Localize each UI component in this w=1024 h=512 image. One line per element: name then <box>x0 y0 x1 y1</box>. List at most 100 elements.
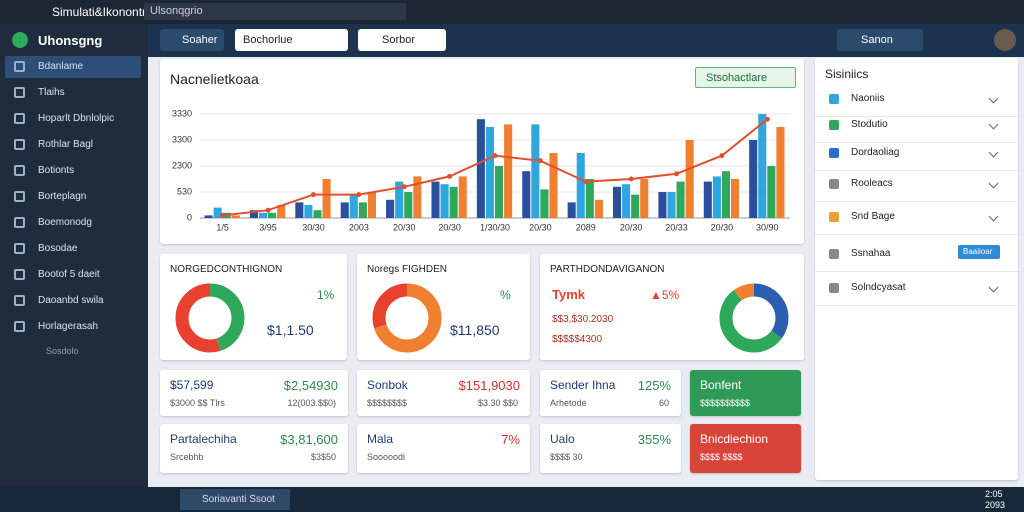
nav-item[interactable]: Bootof 5 daeit <box>38 269 100 280</box>
nav-item[interactable]: Tlaihs <box>38 87 65 98</box>
line-point <box>628 176 634 182</box>
panel-divider <box>815 142 1018 143</box>
card-title: PARTHDONDAVIGANON <box>550 264 665 275</box>
chart: 0 530 2300 3300 3330 1/5 3/95 30/30 2003 20/30 20/… <box>172 108 790 232</box>
nav-item[interactable]: Boemonodg <box>38 217 92 228</box>
bar <box>313 210 322 218</box>
panel-item[interactable]: Solndcyasat <box>851 282 906 293</box>
bar <box>758 114 767 218</box>
bar <box>204 215 213 218</box>
y-tick-label: 0 <box>187 212 192 222</box>
stat-sub-value: $3$50 <box>310 452 336 462</box>
panel-title: Sisiniics <box>825 67 869 81</box>
x-tick-label: 2003 <box>349 222 369 232</box>
bar <box>404 192 413 218</box>
nav-icon <box>14 165 25 176</box>
stat-title: Bnicdiechion <box>700 432 769 446</box>
nav-item[interactable]: Horlagerasah <box>38 321 99 332</box>
nav-icon <box>14 113 25 124</box>
panel-icon <box>829 120 839 130</box>
line-point <box>719 153 725 159</box>
panel-divider <box>815 170 1018 171</box>
stat-sub: Srcebhb <box>170 452 204 462</box>
stat-title: Bonfent <box>700 378 742 392</box>
bar <box>567 202 576 218</box>
line-point <box>356 192 362 198</box>
x-tick-label: 2089 <box>576 222 596 232</box>
x-tick-label: 1/30/30 <box>480 222 510 232</box>
bar <box>594 199 603 218</box>
bar <box>549 153 558 218</box>
panel-close[interactable] <box>988 211 999 222</box>
stat-card: $57,599 $2,54930 $3000 $$ Tlrs 12(003.$$0) <box>160 370 348 416</box>
nav-icon <box>14 217 25 228</box>
taskbar-app[interactable]: Soriavanti Ssoot <box>180 489 290 510</box>
stat-title: Mala <box>367 432 394 446</box>
bar <box>458 176 467 218</box>
panel-close[interactable] <box>988 147 999 158</box>
stat-value: 355% <box>637 432 671 447</box>
right-panel: Sisiniics Naoniis Stodutio Dordaoliag Roole… <box>815 58 1018 480</box>
panel-icon <box>829 148 839 158</box>
nav-item[interactable]: Botionts <box>38 165 75 176</box>
search-box[interactable]: Sorbor <box>358 29 446 51</box>
donut-card: Noregs FIGHDEN% $11,850 <box>357 254 530 360</box>
stat-card: Sender Ihna 125% Arhetode 60 <box>540 370 681 416</box>
nav-item[interactable]: Bdanlame <box>38 61 84 72</box>
stat-title: Sender Ihna <box>550 378 616 392</box>
bar <box>776 127 785 218</box>
panel-close[interactable] <box>988 178 999 189</box>
badge: % <box>500 288 511 302</box>
stat-card: Bonfent $$$$$$$$$$ <box>690 370 801 416</box>
panel-item[interactable]: Ssnahaa <box>851 248 891 259</box>
donut <box>372 283 442 353</box>
avatar[interactable] <box>994 29 1016 51</box>
nav-item[interactable]: Hoparlt Dbnlolpic <box>38 113 115 124</box>
x-tick-label: 20/30 <box>620 222 643 232</box>
line-point <box>674 171 680 177</box>
chart-button[interactable]: Stsohactlare <box>695 67 796 88</box>
panel-button[interactable]: Baaiioar <box>958 245 1000 259</box>
panel-close[interactable] <box>988 93 999 104</box>
stat-value: 7% <box>501 432 520 447</box>
nav-item[interactable]: Borteplagn <box>38 191 87 202</box>
nav-item[interactable]: Rothlar Bagl <box>38 139 94 150</box>
select-box[interactable]: Bochorlue <box>235 29 348 51</box>
stat-sub: $$$$ $$$$ <box>700 452 743 462</box>
search-box[interactable]: Sanon <box>837 29 923 51</box>
nav-item[interactable]: Bosodae <box>38 243 78 254</box>
panel-close[interactable] <box>988 282 999 293</box>
line-point <box>401 184 407 190</box>
panel-item[interactable]: Rooleacs <box>851 178 893 189</box>
bar <box>259 212 268 218</box>
bar <box>340 202 349 218</box>
stat-title: Ualo <box>550 432 575 446</box>
bar <box>449 186 458 218</box>
panel-close[interactable] <box>988 119 999 130</box>
stat-value: $2,54930 <box>283 378 338 393</box>
search-box[interactable]: Soaher <box>160 29 224 51</box>
nav-item[interactable]: Daoanbd swila <box>38 295 104 306</box>
tab-field[interactable]: Ulsonqgrio <box>144 3 406 20</box>
nav-icon <box>14 87 25 98</box>
nav-icon <box>14 139 25 150</box>
panel-item[interactable]: Naoniis <box>851 93 885 104</box>
bar <box>721 171 730 218</box>
panel-item[interactable]: Snd Bage <box>851 211 895 222</box>
bar <box>386 199 395 218</box>
donut-card: PARTHDONDAVIGANON ▲5% Tymk $$3,$30.2030 $$$$… <box>540 254 804 360</box>
card-value: $11,850 <box>450 322 500 338</box>
x-tick-label: 20/33 <box>665 222 688 232</box>
panel-item[interactable]: Stodutio <box>851 119 888 130</box>
panel-item[interactable]: Dordaoliag <box>851 147 900 158</box>
chart-card: Nacnelietkoaa Stsohactlare 0 530 2300 3300 3… <box>160 59 804 244</box>
clock-date: 2093 <box>985 500 1006 510</box>
bar <box>349 194 358 218</box>
clock-time: 2:05 <box>985 489 1003 499</box>
card-value: $1,1.50 <box>267 322 314 338</box>
stat-card: Bnicdiechion $$$$ $$$$ <box>690 424 801 473</box>
x-tick-label: 1/5 <box>216 222 229 232</box>
bar <box>358 202 367 218</box>
bar <box>295 202 304 218</box>
stat-sub: $$$$ 30 <box>550 452 583 462</box>
